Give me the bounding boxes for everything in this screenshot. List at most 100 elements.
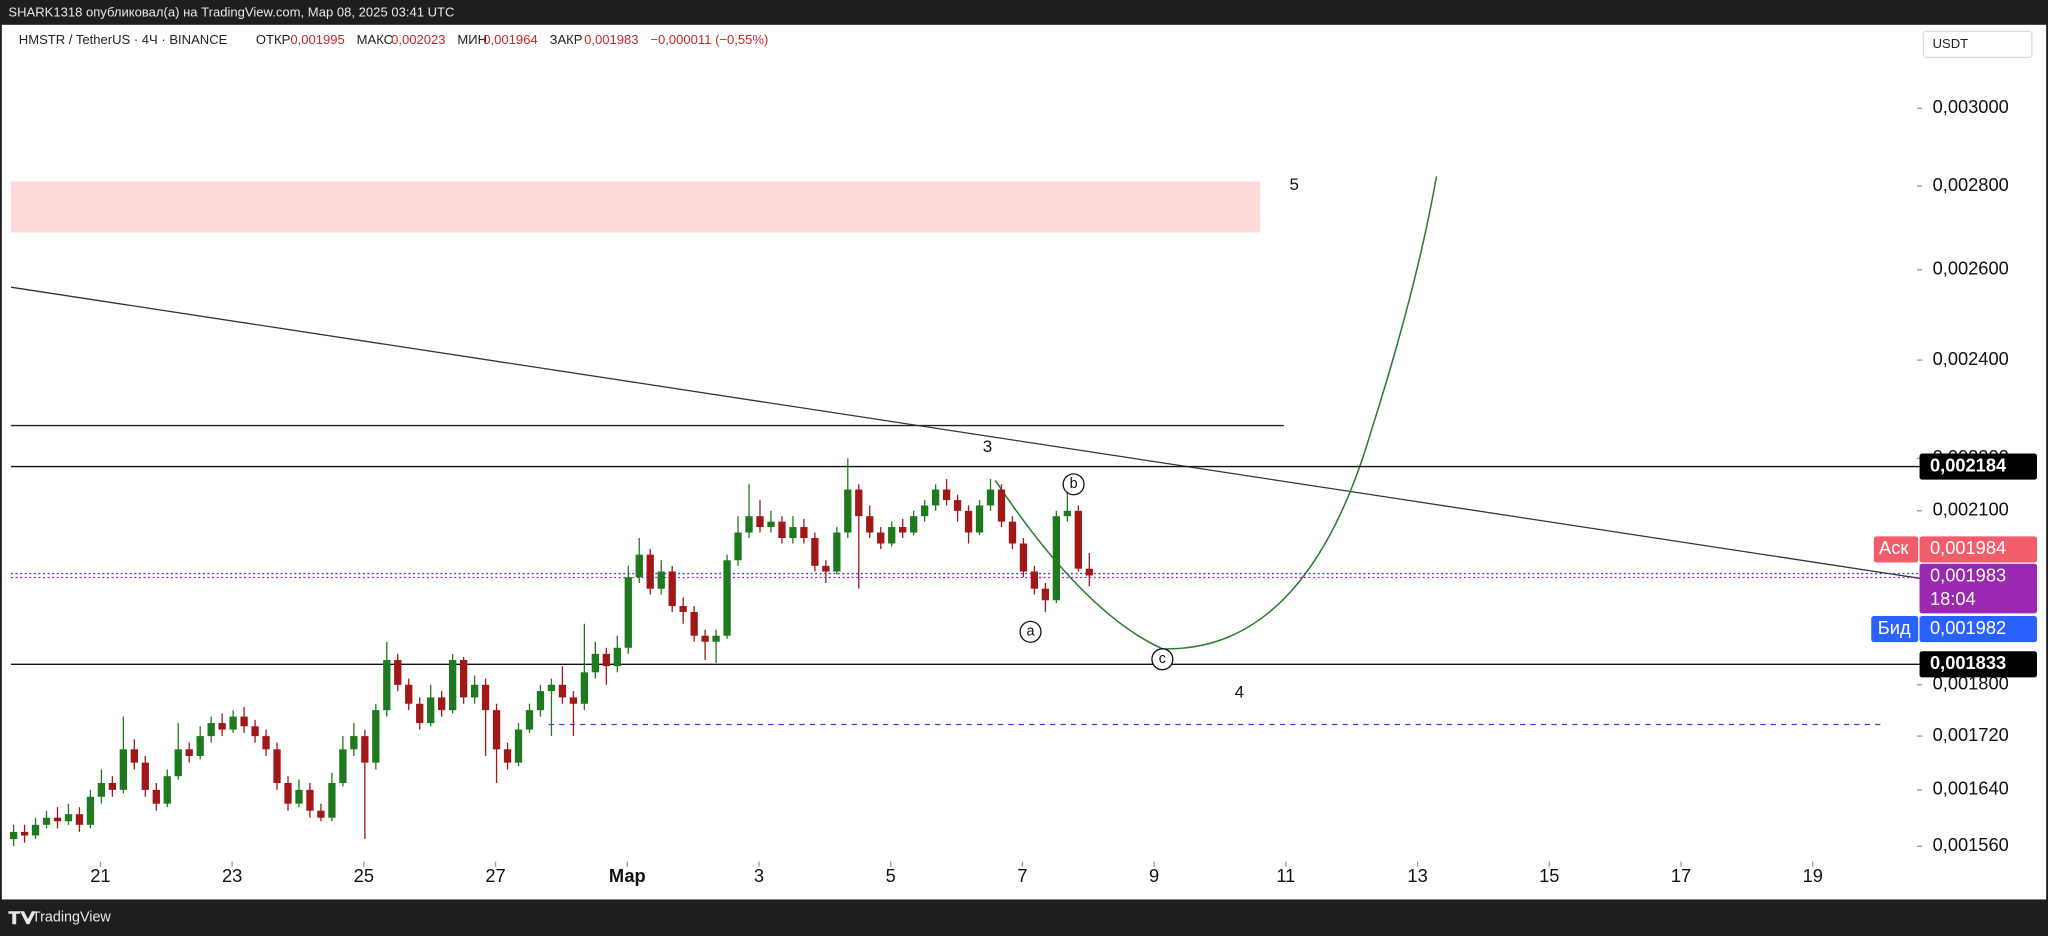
field-value: 0,001983 <box>584 32 638 47</box>
y-tick-label: 0,001560 <box>1933 834 2009 855</box>
candle-body <box>569 697 578 704</box>
wave-label: a <box>1027 624 1035 640</box>
ask-name: Аск <box>1879 537 1909 558</box>
wave-label: 3 <box>983 437 992 456</box>
candle-body <box>910 516 918 533</box>
candle-body <box>602 653 610 667</box>
candle-body <box>745 516 753 533</box>
candle-body <box>547 684 556 692</box>
candle-body <box>350 736 358 750</box>
candle-body <box>866 516 874 533</box>
candle-body <box>328 782 336 818</box>
supply-zone <box>10 181 1261 233</box>
candle-body <box>679 606 687 612</box>
field-value: 0,001964 <box>483 32 537 47</box>
field-value: 0,001995 <box>290 32 344 47</box>
candle-body <box>558 684 567 698</box>
y-tick-label: 0,002100 <box>1933 499 2009 520</box>
candle-body <box>789 527 797 539</box>
last-badge <box>1919 563 2038 614</box>
candle-body <box>931 489 940 506</box>
candle-body <box>86 796 95 825</box>
x-tick-label: 11 <box>1276 865 1295 886</box>
candle-body <box>470 684 479 698</box>
candle-body <box>229 716 237 730</box>
candle-body <box>481 684 490 711</box>
candle-body <box>42 817 51 825</box>
price-badge <box>1919 651 2038 678</box>
x-tick-label: 19 <box>1803 865 1823 886</box>
candle-body <box>273 749 281 783</box>
candle-body <box>240 716 248 727</box>
candle-body <box>1041 588 1050 601</box>
candle-body <box>613 647 621 667</box>
x-tick-label: 5 <box>886 865 896 886</box>
candle-body <box>1063 510 1071 517</box>
candle-body <box>942 489 951 501</box>
x-tick-label: 3 <box>754 865 764 886</box>
price-badge-label: 0,001833 <box>1930 652 2006 673</box>
candle-body <box>64 814 73 822</box>
candle-body <box>964 510 973 533</box>
candle-body <box>997 489 1006 522</box>
wave-label: 4 <box>1235 683 1244 702</box>
candle-body <box>492 710 501 750</box>
candle-body <box>877 532 885 544</box>
candle-body <box>163 776 171 804</box>
candle-body <box>75 814 84 825</box>
candle-body <box>31 824 40 836</box>
candle-body <box>1085 568 1093 576</box>
countdown: 18:04 <box>1930 588 1976 609</box>
last-label: 0,001983 <box>1930 565 2006 586</box>
candle-body <box>580 672 589 704</box>
wave-circle <box>1019 620 1042 643</box>
candle-body <box>888 527 896 544</box>
field-name: ОТКР <box>256 32 291 47</box>
ask-label: 0,001984 <box>1930 537 2006 558</box>
x-tick-label: 27 <box>485 865 505 886</box>
candle-body <box>174 749 182 777</box>
candle-body <box>130 749 138 763</box>
projection-curve <box>994 176 1438 650</box>
y-tick-label: 0,001720 <box>1933 724 2009 745</box>
candle-body <box>1074 510 1082 569</box>
candle-body <box>207 723 215 737</box>
bid-label: 0,001982 <box>1930 617 2006 638</box>
candle-body <box>185 749 193 756</box>
field-name: МАКС <box>357 32 393 47</box>
candle-body <box>734 532 742 561</box>
candle-body <box>525 710 534 730</box>
candle-body <box>800 527 808 539</box>
x-tick-label: 7 <box>1017 865 1027 886</box>
candle-body <box>756 516 764 528</box>
field-name: ЗАКР <box>550 32 583 47</box>
candle-body <box>1030 571 1039 589</box>
candle-body <box>405 684 413 704</box>
wave-circle <box>1062 473 1085 496</box>
candle-body <box>427 697 435 724</box>
candle-body <box>218 723 226 730</box>
candle-body <box>339 749 347 783</box>
currency-box <box>1922 30 2033 59</box>
bid-name: Бид <box>1878 617 1911 638</box>
candle-body <box>448 659 457 711</box>
y-tick-label: 0,002400 <box>1933 348 2009 369</box>
candle-body <box>306 789 314 811</box>
candle-body <box>855 489 863 517</box>
candle-body <box>591 653 600 673</box>
symbol: HMSTR / TetherUS · 4Ч · BINANCE <box>19 32 228 47</box>
candle-body <box>975 505 984 533</box>
field-name: МИН <box>457 32 487 47</box>
candle-body <box>822 565 830 572</box>
candle-body <box>383 659 391 711</box>
candle-body <box>394 659 402 685</box>
candle-body <box>372 710 380 763</box>
price-badge-label: 0,002184 <box>1930 454 2007 475</box>
candle-body <box>986 489 995 506</box>
candle-body <box>97 782 106 797</box>
candle-body <box>317 810 325 818</box>
candle-body <box>108 782 117 790</box>
candle-body <box>778 521 786 539</box>
candle-body <box>536 691 545 711</box>
